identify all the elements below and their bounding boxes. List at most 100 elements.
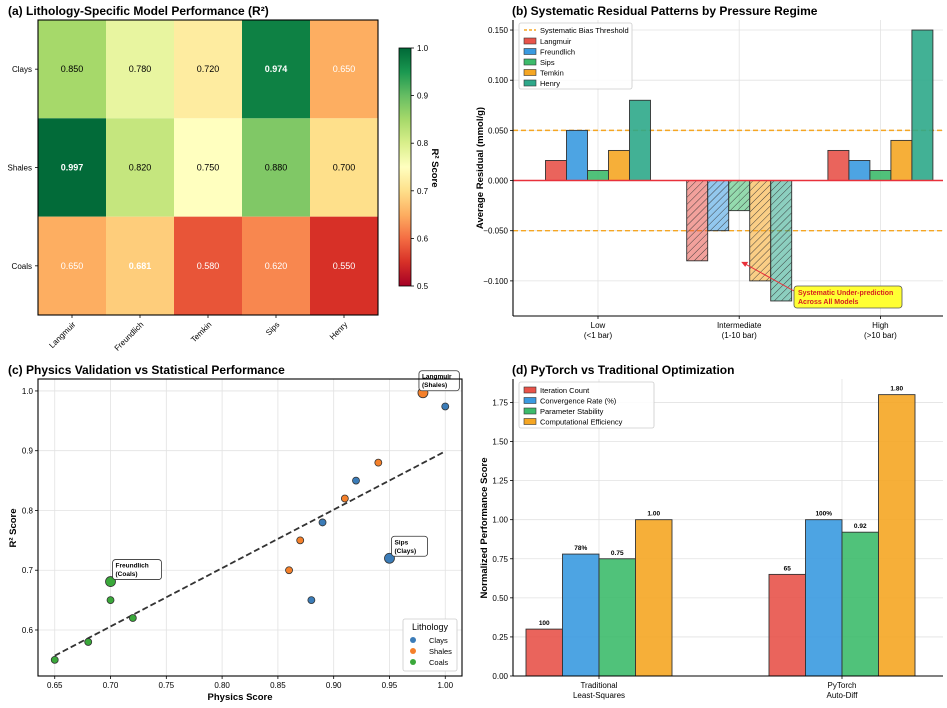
heatmap-cell-label: 0.580 bbox=[197, 261, 220, 271]
point-annotation-text: (Coals) bbox=[116, 571, 138, 578]
colorbar-tick-label: 1.0 bbox=[417, 44, 429, 53]
heatmap-cell-label: 0.550 bbox=[333, 261, 356, 271]
bar-value-label: 100% bbox=[815, 511, 832, 518]
bar-value-label: 0.75 bbox=[611, 550, 624, 557]
heatmap-cell-label: 0.974 bbox=[265, 64, 288, 74]
legend-swatch bbox=[523, 397, 537, 404]
performance-bar bbox=[598, 558, 636, 677]
residual-bar bbox=[827, 149, 850, 181]
heatmap-cell-label: 0.720 bbox=[197, 64, 220, 74]
performance-bar bbox=[635, 519, 673, 677]
scatter-point bbox=[307, 596, 316, 605]
x-tick-label: Traditional bbox=[580, 681, 617, 690]
annotation-arrow bbox=[742, 262, 795, 292]
x-tick-label: (1-10 bar) bbox=[722, 331, 757, 340]
residual-bar-panel: −0.100 −0.050 0.000 0.050 0.100 0.150 Low(<1 b… bbox=[483, 20, 943, 340]
y-tick-label: 0.50 bbox=[492, 594, 508, 603]
heatmap-cell-label: 0.700 bbox=[333, 163, 356, 173]
y-tick-label: 1.0 bbox=[22, 387, 34, 396]
scatter-point bbox=[296, 536, 305, 545]
x-tick-label: 0.75 bbox=[159, 681, 175, 690]
legend-swatch bbox=[523, 58, 537, 66]
point-annotation-text: Freundlich bbox=[116, 563, 149, 570]
heatmap-cell-label: 0.820 bbox=[129, 163, 152, 173]
bar-value-label: 0.92 bbox=[854, 523, 867, 530]
heatmap-cell-label: 0.681 bbox=[129, 261, 152, 271]
annotation-text: Systematic Under-prediction bbox=[798, 290, 893, 297]
colorbar-tick-label: 0.7 bbox=[417, 187, 429, 196]
point-annotation-text: (Shales) bbox=[422, 382, 447, 389]
x-tick-label: Low bbox=[591, 321, 606, 330]
residual-bar-hatch bbox=[707, 180, 729, 231]
y-tick-label: 0.050 bbox=[488, 126, 509, 135]
legend-label: Clays bbox=[429, 636, 448, 645]
heatmap-cell-label: 0.997 bbox=[61, 163, 84, 173]
scatter-frame bbox=[37, 378, 463, 677]
colorbar-label: R² Score bbox=[429, 148, 440, 187]
residual-chart-title: (b) Systematic Residual Patterns by Pres… bbox=[512, 4, 818, 18]
residual-bar bbox=[629, 99, 651, 181]
scatter-point bbox=[285, 566, 293, 575]
y-tick-label: 0.25 bbox=[492, 633, 508, 642]
heatmap-cell bbox=[38, 216, 106, 315]
heatmap-cell-label: 0.880 bbox=[265, 163, 288, 173]
residual-bar bbox=[890, 139, 913, 181]
heatmap-cell bbox=[38, 118, 106, 217]
bar-value-label: 1.00 bbox=[647, 511, 660, 518]
y-tick-label: −0.050 bbox=[483, 227, 508, 236]
legend-label: Iteration Count bbox=[540, 386, 590, 395]
residual-bar-hatch bbox=[770, 180, 792, 301]
legend-label: Systematic Bias Threshold bbox=[540, 26, 629, 35]
residual-bar bbox=[608, 149, 630, 181]
colorbar-tick-label: 0.9 bbox=[417, 92, 429, 101]
performance-bar bbox=[805, 519, 843, 677]
legend-label: Shales bbox=[429, 647, 452, 656]
y-tick-label: 1.75 bbox=[492, 398, 508, 407]
residual-bar bbox=[587, 170, 609, 181]
scatter-point bbox=[50, 655, 59, 664]
legend-label: Temkin bbox=[540, 69, 564, 78]
point-annotation-text: Sips bbox=[394, 539, 408, 546]
heatmap-cell-label: 0.650 bbox=[333, 64, 356, 74]
legend-box bbox=[518, 22, 633, 90]
residual-bar-hatch bbox=[728, 180, 750, 211]
x-tick-label: 0.85 bbox=[270, 681, 286, 690]
x-tick-label: Auto-Diff bbox=[827, 691, 859, 700]
legend-swatch bbox=[523, 37, 537, 45]
legend-label: Freundlich bbox=[540, 48, 575, 57]
heatmap-cell-label: 0.650 bbox=[61, 261, 84, 271]
annotation-box bbox=[793, 285, 903, 309]
x-tick-label: 0.70 bbox=[103, 681, 119, 690]
scatter-title: (c) Physics Validation vs Statistical Pe… bbox=[8, 363, 285, 377]
residual-bar bbox=[545, 160, 567, 181]
legend-swatch bbox=[410, 659, 416, 665]
bar-value-label: 100 bbox=[539, 620, 550, 627]
scatter-point bbox=[318, 518, 327, 527]
point-annotation-box bbox=[418, 370, 460, 392]
heatmap-frame bbox=[37, 19, 379, 316]
scatter-panel: 0.65 0.70 0.75 0.80 0.85 0.90 0.95 1.00 0.6 0.7 0.… bbox=[22, 370, 463, 690]
legend-swatch bbox=[523, 48, 537, 55]
x-tick-label: (<1 bar) bbox=[584, 331, 613, 340]
y-tick-label: 1.50 bbox=[492, 438, 508, 447]
y-tick-label: 1.25 bbox=[492, 477, 508, 486]
heatmap-row-label: Clays bbox=[12, 65, 32, 74]
legend-label: Parameter Stability bbox=[540, 407, 604, 416]
residual-bar bbox=[848, 160, 871, 181]
residual-y-label: Average Residual (mmol/g) bbox=[475, 107, 486, 229]
trend-line bbox=[54, 450, 446, 657]
optimization-bar-panel: 0.00 0.25 0.50 0.75 1.00 1.25 1.50 1.75 100 65 78%… bbox=[492, 379, 943, 700]
legend-box bbox=[518, 381, 655, 429]
annotation-arrowhead bbox=[741, 261, 749, 267]
legend-label: Convergence Rate (%) bbox=[540, 397, 617, 406]
heatmap-cell bbox=[106, 216, 174, 315]
point-annotation-box bbox=[391, 535, 428, 557]
colorbar-tick-label: 0.6 bbox=[417, 234, 429, 243]
x-tick-label: (>10 bar) bbox=[864, 331, 897, 340]
heatmap-cell-label: 0.780 bbox=[129, 64, 152, 74]
legend-label: Computational Efficiency bbox=[540, 418, 623, 427]
annotation-text: Across All Models bbox=[798, 299, 859, 306]
y-tick-label: 1.00 bbox=[492, 516, 508, 525]
y-tick-label: 0.000 bbox=[488, 177, 509, 186]
